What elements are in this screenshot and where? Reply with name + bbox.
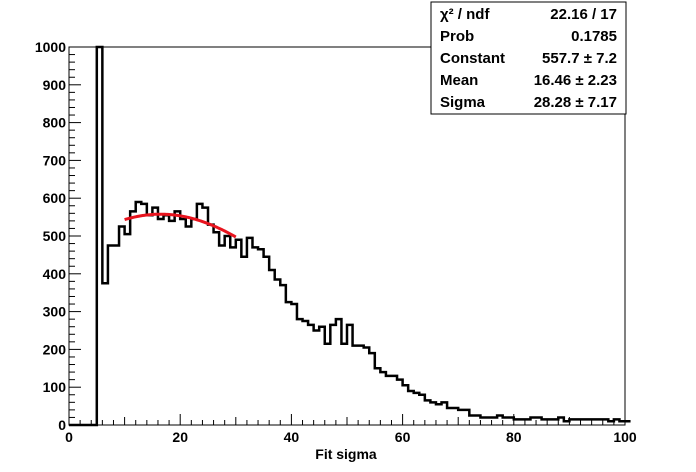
y-tick-label: 600 <box>43 190 67 206</box>
x-tick-label: 0 <box>65 429 73 445</box>
x-tick-label: 80 <box>506 429 522 445</box>
stats-row-label: Constant <box>440 50 505 67</box>
x-tick-label: 100 <box>613 429 637 445</box>
y-tick-label: 400 <box>43 266 67 282</box>
stats-row-label: χ² / ndf <box>440 6 490 23</box>
y-tick-label: 1000 <box>35 39 66 55</box>
y-tick-label: 100 <box>43 379 67 395</box>
x-tick-label: 60 <box>395 429 411 445</box>
y-tick-label: 200 <box>43 341 67 357</box>
y-tick-label: 900 <box>43 77 67 93</box>
y-axis: 0 100 200 300 400 500 600 700 800 900 1000 <box>35 39 81 433</box>
stats-box-frame <box>430 1 627 115</box>
stats-row-value: 16.46 ± 2.23 <box>534 72 617 89</box>
x-axis-title: Fit sigma <box>315 446 377 462</box>
stats-row-value: 0.1785 <box>571 28 617 45</box>
y-tick-label: 800 <box>43 115 67 131</box>
x-axis: 0 20 40 60 80 100 <box>65 414 637 445</box>
stats-row-label: Prob <box>440 28 474 45</box>
stats-row-label: Mean <box>440 72 478 89</box>
stats-row-label: Sigma <box>440 94 486 111</box>
y-tick-label: 300 <box>43 304 67 320</box>
stats-row-value: 557.7 ± 7.2 <box>542 50 617 67</box>
stats-row-value: 28.28 ± 7.17 <box>534 94 617 111</box>
x-tick-label: 20 <box>172 429 188 445</box>
stats-row-value: 22.16 / 17 <box>550 6 617 23</box>
y-tick-label: 0 <box>58 417 66 433</box>
gaussian-fit-curve <box>124 212 237 239</box>
y-tick-label: 500 <box>43 228 67 244</box>
y-tick-label: 700 <box>43 152 67 168</box>
stats-box: χ² / ndf 22.16 / 17 Prob 0.1785 Constant 557.… <box>430 1 627 115</box>
x-tick-label: 40 <box>284 429 300 445</box>
